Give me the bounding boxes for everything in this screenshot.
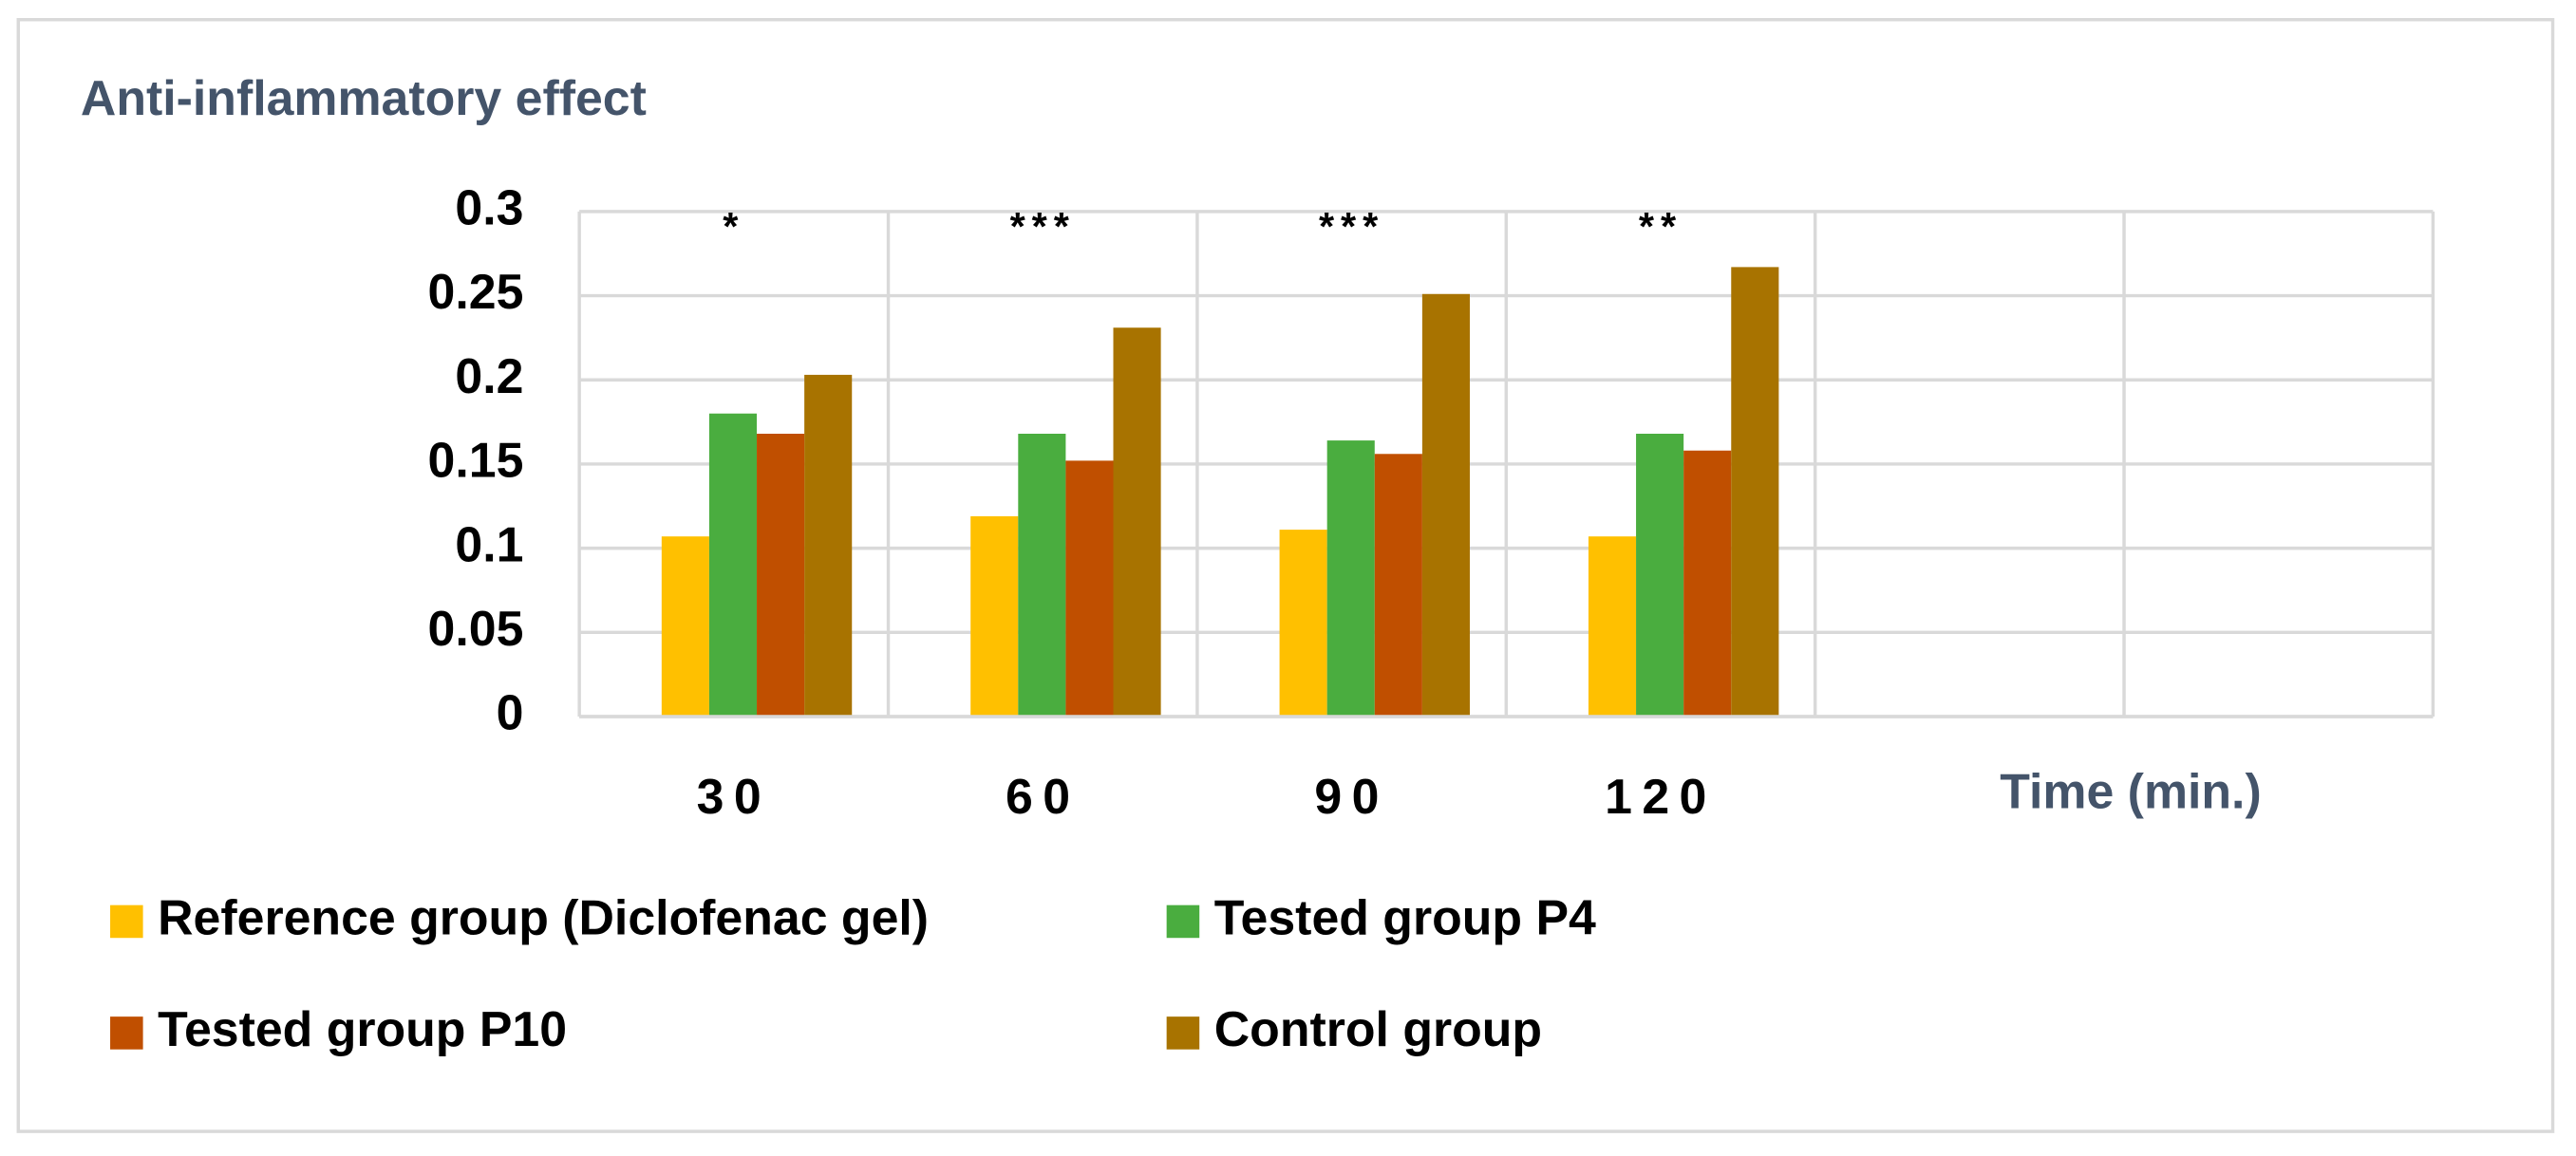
bar (757, 434, 805, 717)
legend-swatch (110, 1016, 143, 1050)
y-tick-label: 0.2 (455, 348, 523, 403)
bar (1018, 434, 1066, 717)
legend-label: Tested group P10 (158, 1001, 567, 1056)
y-tick-label: 0.1 (455, 516, 523, 571)
bar (1279, 530, 1327, 717)
bar (1326, 440, 1375, 717)
significance-label: *** (1319, 204, 1384, 249)
bar (1636, 434, 1684, 717)
bar (1065, 460, 1114, 717)
bar (1683, 450, 1732, 717)
bar (1374, 454, 1422, 717)
significance-label: * (723, 204, 744, 249)
x-tick-label: 60 (1006, 769, 1080, 824)
y-tick-label: 0.25 (428, 264, 524, 319)
legend-label: Tested group P4 (1214, 890, 1596, 945)
x-tick-label: 120 (1605, 769, 1717, 824)
y-tick-label: 0.3 (455, 180, 523, 235)
bar (1588, 536, 1637, 717)
legend-swatch (110, 904, 143, 939)
bar (1731, 267, 1779, 717)
y-tick-label: 0.15 (428, 433, 524, 488)
bar (1421, 293, 1470, 717)
legend-swatch (1166, 1016, 1200, 1050)
chart-title: Anti-inflammatory effect (81, 70, 647, 125)
bar (1113, 327, 1161, 717)
legend-swatch (1166, 904, 1200, 939)
legend-label: Reference group (Diclofenac gel) (158, 890, 929, 945)
significance-label: ** (1639, 204, 1683, 249)
x-tick-label: 30 (697, 769, 771, 824)
x-tick-label: 90 (1314, 769, 1388, 824)
legend-label: Control group (1214, 1001, 1542, 1056)
y-tick-label: 0.05 (428, 601, 524, 656)
significance-label: *** (1010, 204, 1076, 249)
y-tick-label: 0 (497, 685, 524, 740)
bar (708, 413, 758, 717)
x-axis-label: Time (min.) (2000, 764, 2261, 819)
bar (804, 374, 853, 717)
bar (970, 515, 1019, 717)
bar (661, 536, 709, 717)
